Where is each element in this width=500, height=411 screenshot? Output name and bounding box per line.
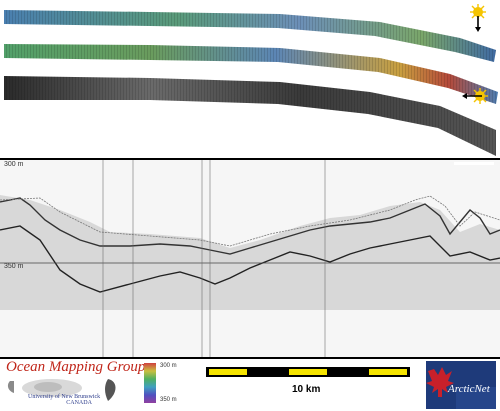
scale-label: 10 km (292, 384, 321, 395)
depth-color-legend: 300 m 350 m (144, 363, 184, 407)
partner-logo-text: ArcticNet (448, 383, 490, 395)
color-ramp (144, 363, 156, 403)
logo-emblem (7, 379, 116, 401)
org-title: Ocean Mapping Group (6, 359, 146, 375)
sun-compass-icon (470, 4, 486, 32)
multibeam-map-panel (0, 0, 500, 160)
profile-image (0, 160, 500, 357)
org-line2: CANADA (66, 400, 92, 406)
maple-leaf-icon (426, 367, 496, 409)
sun-compass-icon (462, 88, 488, 104)
ocean-mapping-group-logo: Ocean Mapping Group University of New Br… (0, 359, 145, 411)
legend-bottom-label: 350 m (160, 397, 177, 403)
subbottom-profile-panel: 300 m 350 m (0, 160, 500, 359)
arcticnet-logo: ArcticNet (426, 361, 496, 409)
legend-top-label: 300 m (160, 363, 177, 369)
depth-label-top: 300 m (4, 161, 24, 168)
swath-strips (4, 4, 498, 156)
footer: Ocean Mapping Group University of New Br… (0, 359, 500, 411)
org-subtitle: University of New Brunswick CANADA (28, 394, 100, 406)
depth-label-mid: 350 m (4, 263, 24, 270)
org-line1: University of New Brunswick (28, 394, 101, 400)
scale-bar: 10 km (206, 367, 412, 407)
